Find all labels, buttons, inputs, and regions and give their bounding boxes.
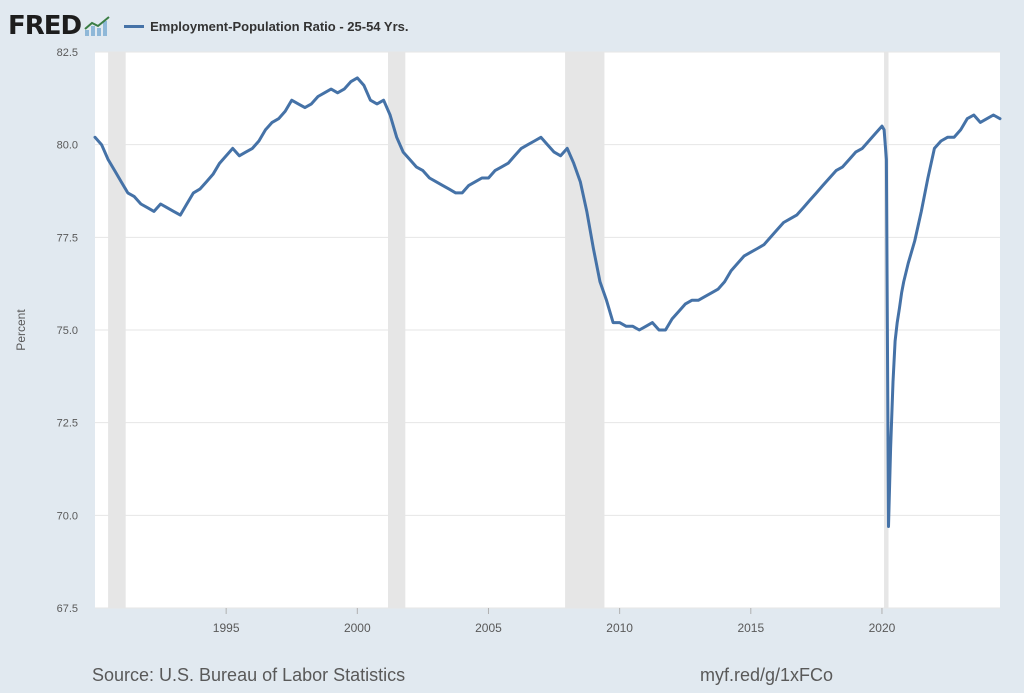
y-tick-label: 75.0	[57, 325, 78, 337]
x-tick-label: 2005	[475, 621, 502, 635]
y-tick-label: 72.5	[57, 418, 78, 430]
x-tick-label: 1995	[213, 621, 240, 635]
short-url[interactable]: myf.red/g/1xFCo	[700, 665, 834, 685]
line-chart-icon	[84, 16, 110, 36]
legend-swatch	[124, 24, 145, 28]
x-tick-label: 2000	[344, 621, 371, 635]
y-tick-label: 82.5	[57, 47, 78, 59]
y-tick-label: 70.0	[57, 510, 78, 522]
fred-logo[interactable]: FRED	[8, 11, 82, 41]
y-tick-label: 77.5	[57, 232, 78, 244]
x-tick-label: 2010	[606, 621, 633, 635]
legend: Employment-Population Ratio - 25-54 Yrs.	[124, 18, 409, 34]
series-line	[93, 76, 1002, 528]
y-tick-label: 67.5	[57, 603, 78, 615]
y-tick-label: 80.0	[57, 140, 78, 152]
chart-header: FRED Employment-Population Ratio - 25-54…	[8, 8, 409, 44]
source-text: Source: U.S. Bureau of Labor Statistics	[92, 665, 406, 685]
x-tick-label: 2015	[737, 621, 764, 635]
legend-label: Employment-Population Ratio - 25-54 Yrs.	[150, 18, 409, 34]
y-axis-label: Percent	[14, 309, 28, 351]
x-tick-label: 2020	[869, 621, 896, 635]
chart-area: 67.5 70.0 72.5 75.0 77.5 80.0 82.5 1995 2000 2005…	[14, 47, 1002, 635]
